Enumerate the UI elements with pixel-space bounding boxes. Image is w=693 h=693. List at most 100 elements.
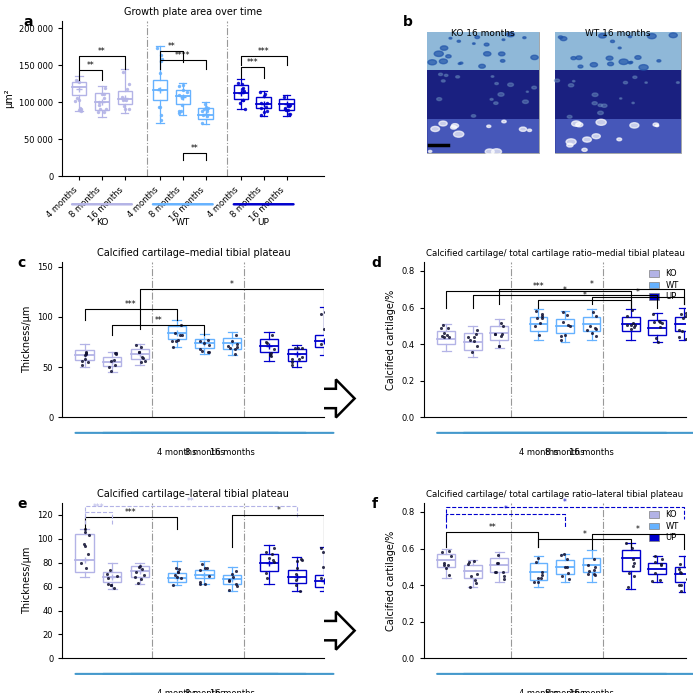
Point xyxy=(93,99,104,110)
Point xyxy=(173,90,184,101)
Point xyxy=(103,361,114,372)
Circle shape xyxy=(428,150,432,152)
Circle shape xyxy=(502,39,505,40)
Point xyxy=(629,320,640,331)
Point xyxy=(555,331,566,342)
FancyBboxPatch shape xyxy=(260,339,279,352)
Point xyxy=(495,317,507,328)
Point xyxy=(649,556,660,568)
Point xyxy=(656,560,667,571)
Point xyxy=(80,350,91,361)
Point xyxy=(563,573,574,584)
Text: 8 months: 8 months xyxy=(545,448,585,457)
Point xyxy=(531,556,542,568)
Point xyxy=(293,342,304,353)
Point xyxy=(136,574,147,585)
Point xyxy=(155,68,166,79)
Point xyxy=(555,549,566,560)
Point xyxy=(203,346,214,358)
Point xyxy=(139,569,150,580)
Point xyxy=(559,561,570,572)
Point xyxy=(562,562,573,573)
Text: ***: *** xyxy=(93,503,104,512)
Circle shape xyxy=(630,123,639,128)
Point xyxy=(675,586,686,597)
Point xyxy=(177,85,188,96)
Point xyxy=(79,524,90,535)
FancyBboxPatch shape xyxy=(427,32,539,153)
Point xyxy=(444,332,455,343)
Circle shape xyxy=(629,36,631,37)
Text: *: * xyxy=(583,291,586,300)
Point xyxy=(676,308,687,319)
Circle shape xyxy=(439,121,447,126)
Point xyxy=(586,328,597,339)
FancyBboxPatch shape xyxy=(152,80,167,100)
Point xyxy=(441,329,452,340)
Point xyxy=(269,556,280,567)
Point xyxy=(76,557,87,568)
Point xyxy=(490,328,501,340)
Point xyxy=(590,310,602,322)
Circle shape xyxy=(439,59,448,64)
Point xyxy=(628,322,639,333)
Circle shape xyxy=(632,103,634,104)
Point xyxy=(177,79,188,90)
Point xyxy=(624,568,635,579)
Y-axis label: Thickness/μm: Thickness/μm xyxy=(22,547,32,614)
Point xyxy=(490,567,501,578)
Circle shape xyxy=(596,119,606,125)
Point xyxy=(80,563,91,574)
Circle shape xyxy=(435,51,444,56)
FancyBboxPatch shape xyxy=(555,71,681,119)
Text: f: f xyxy=(371,497,378,511)
Circle shape xyxy=(523,100,528,103)
Point xyxy=(177,93,188,104)
Point xyxy=(265,347,277,358)
Text: 8 months: 8 months xyxy=(545,690,585,693)
Text: UP: UP xyxy=(258,218,270,227)
Point xyxy=(234,97,245,108)
Point xyxy=(76,103,87,114)
Circle shape xyxy=(576,56,582,60)
Point xyxy=(321,569,332,580)
Text: *: * xyxy=(277,506,280,515)
FancyBboxPatch shape xyxy=(649,563,666,574)
FancyArrow shape xyxy=(320,380,355,417)
Point xyxy=(437,331,448,342)
Text: **: ** xyxy=(98,46,106,55)
Point xyxy=(109,347,121,358)
Point xyxy=(681,308,692,319)
FancyBboxPatch shape xyxy=(256,97,271,108)
Point xyxy=(463,558,474,569)
Point xyxy=(133,346,144,358)
Point xyxy=(445,550,456,561)
Point xyxy=(290,568,301,579)
Point xyxy=(651,332,662,343)
Point xyxy=(106,579,117,590)
Point xyxy=(468,335,480,346)
Point xyxy=(530,306,541,317)
Point xyxy=(440,563,451,574)
Point xyxy=(681,310,692,322)
Point xyxy=(290,579,301,590)
Point xyxy=(105,564,116,575)
Circle shape xyxy=(620,98,622,99)
Point xyxy=(317,561,328,572)
Point xyxy=(279,103,290,114)
Point xyxy=(647,575,658,586)
Point xyxy=(442,559,453,570)
Point xyxy=(676,579,687,590)
Point xyxy=(561,309,572,320)
Point xyxy=(470,574,481,585)
Point xyxy=(627,317,638,328)
Circle shape xyxy=(441,80,445,82)
FancyBboxPatch shape xyxy=(464,333,482,350)
Point xyxy=(201,563,212,574)
Point xyxy=(626,304,638,315)
FancyBboxPatch shape xyxy=(315,335,333,347)
Point xyxy=(102,568,113,579)
Point xyxy=(170,562,182,573)
Point xyxy=(581,324,593,335)
FancyBboxPatch shape xyxy=(223,574,241,584)
